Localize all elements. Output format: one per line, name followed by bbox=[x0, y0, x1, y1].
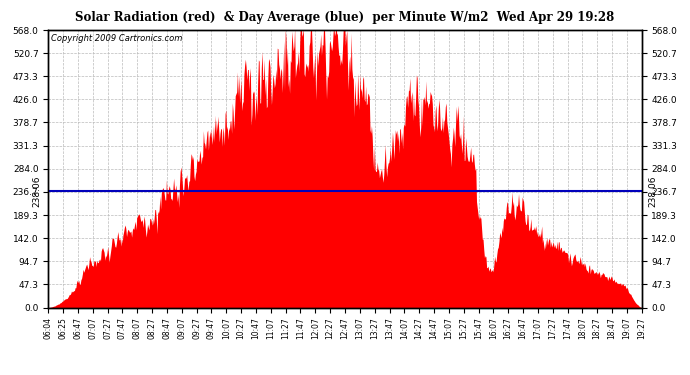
Text: 238.06: 238.06 bbox=[32, 176, 41, 207]
Text: Solar Radiation (red)  & Day Average (blue)  per Minute W/m2  Wed Apr 29 19:28: Solar Radiation (red) & Day Average (blu… bbox=[75, 11, 615, 24]
Text: Copyright 2009 Cartronics.com: Copyright 2009 Cartronics.com bbox=[51, 34, 183, 43]
Text: 238.06: 238.06 bbox=[649, 176, 658, 207]
